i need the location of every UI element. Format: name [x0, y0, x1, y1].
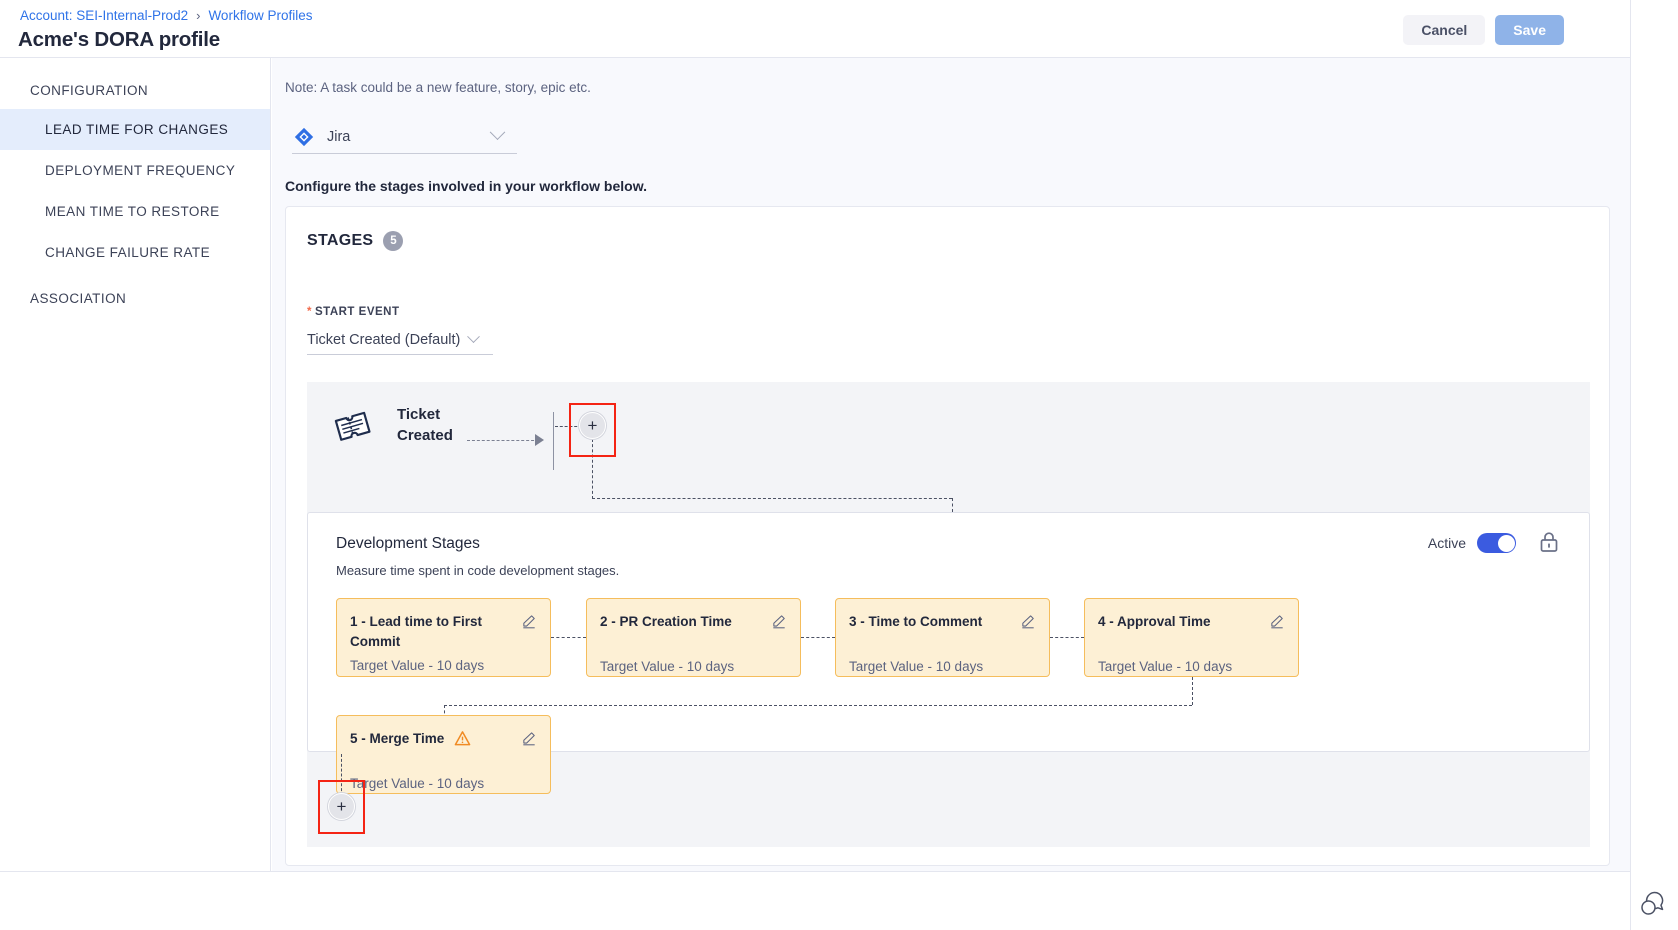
stage-connector-2-3: [801, 637, 835, 638]
start-node-label: Ticket Created: [397, 405, 471, 446]
flow-connector-h2: [592, 498, 952, 499]
stage-card-target: Target Value - 10 days: [1098, 658, 1233, 674]
stage-card[interactable]: 3 - Time to Comment Target Value - 10 da…: [835, 598, 1050, 677]
flow-connector-v1: [592, 439, 593, 499]
start-node-label-line2: Created: [397, 426, 453, 444]
stage-card-header: 4 - Approval Time: [1098, 612, 1284, 632]
flow-vertical-separator: [553, 412, 554, 470]
flow-arrow-line: [467, 440, 539, 442]
chat-support-icon[interactable]: [1638, 890, 1666, 916]
header-actions: Cancel Save: [1403, 15, 1564, 45]
start-event-select[interactable]: Ticket Created (Default): [307, 325, 493, 355]
stages-header: STAGES 5: [307, 231, 404, 251]
stage-card[interactable]: 5 - Merge Time Target Value -: [336, 715, 551, 794]
cancel-button[interactable]: Cancel: [1403, 15, 1486, 45]
warning-icon: [454, 731, 471, 746]
chevron-down-icon: [467, 330, 481, 344]
add-stage-button-bottom[interactable]: +: [328, 793, 355, 820]
add-stage-highlight-top[interactable]: [569, 403, 616, 457]
stages-card: STAGES 5 * START EVENT Ticket Created (De…: [285, 206, 1610, 866]
page-header: Account: SEI-Internal-Prod2 › Workflow P…: [0, 0, 1630, 58]
start-event-value: Ticket Created (Default): [307, 331, 461, 348]
stage-card-name: 1 - Lead time to First Commit: [350, 614, 483, 649]
lock-icon[interactable]: [1539, 531, 1559, 553]
development-stages-panel: Development Stages Measure time spent in…: [307, 512, 1590, 794]
stage-connector-3-4: [1050, 637, 1084, 638]
stage-card-target: Target Value - 10 days: [350, 775, 485, 791]
stage-card-name: 3 - Time to Comment: [849, 614, 983, 629]
main-content: Note: A task could be a new feature, sto…: [272, 58, 1630, 871]
development-stages-subtitle: Measure time spent in code development s…: [336, 563, 620, 578]
active-toggle-group: Active: [1428, 533, 1516, 553]
sidebar: CONFIGURATION LEAD TIME FOR CHANGES DEPL…: [0, 58, 271, 871]
breadcrumb: Account: SEI-Internal-Prod2 › Workflow P…: [20, 8, 312, 23]
breadcrumb-account-link[interactable]: Account: SEI-Internal-Prod2: [20, 8, 189, 23]
stage-card-header: 1 - Lead time to First Commit: [350, 612, 536, 651]
flow-connector-v2: [952, 498, 953, 512]
breadcrumb-workflow-profiles-link[interactable]: Workflow Profiles: [208, 8, 313, 23]
stage-card-target: Target Value - 10 days: [600, 658, 735, 674]
start-node-label-line1: Ticket: [397, 406, 441, 424]
stage-card-header: 3 - Time to Comment: [849, 612, 1035, 632]
stage-card[interactable]: 2 - PR Creation Time Target Value - 10 d…: [586, 598, 801, 677]
development-stages-title: Development Stages: [336, 535, 480, 552]
sidebar-item-label: MEAN TIME TO RESTORE: [45, 204, 220, 219]
stages-count-badge: 5: [383, 231, 404, 251]
edit-icon[interactable]: [522, 614, 536, 629]
integration-select[interactable]: Jira: [292, 120, 517, 154]
stage-card[interactable]: 1 - Lead time to First Commit Target Val…: [336, 598, 551, 677]
required-marker: *: [307, 306, 312, 318]
add-stage-button-top[interactable]: +: [579, 412, 606, 439]
flow-connector-h1: [555, 426, 582, 427]
breadcrumb-separator-icon: ›: [196, 8, 201, 23]
sidebar-item-label: DEPLOYMENT FREQUENCY: [45, 163, 236, 178]
sidebar-item-change-failure-rate[interactable]: CHANGE FAILURE RATE: [0, 232, 270, 273]
sidebar-item-label: CHANGE FAILURE RATE: [45, 245, 211, 260]
start-node-ticket-created[interactable]: Ticket Created: [332, 402, 471, 449]
sidebar-item-mean-time-to-restore[interactable]: MEAN TIME TO RESTORE: [0, 191, 270, 232]
stages-title: STAGES: [307, 232, 374, 249]
chevron-down-icon: [489, 124, 506, 141]
add-stage-highlight-bottom[interactable]: [318, 780, 365, 834]
start-event-label: * START EVENT: [307, 306, 400, 318]
sidebar-group-configuration: CONFIGURATION: [30, 83, 149, 98]
edit-icon[interactable]: [522, 731, 536, 746]
stage-wrap-connector-v1: [1192, 677, 1193, 705]
jira-icon: [294, 127, 314, 146]
sidebar-item-label: LEAD TIME FOR CHANGES: [45, 122, 229, 137]
edit-icon[interactable]: [772, 614, 786, 629]
stage-card-target: Target Value - 10 days: [849, 658, 984, 674]
active-toggle-knob: [1497, 534, 1515, 552]
stage-card-name: 5 - Merge Time: [350, 731, 445, 746]
stage-card-target: Target Value - 10 days: [350, 658, 485, 674]
page-title: Acme's DORA profile: [18, 28, 220, 51]
integration-label: Jira: [327, 128, 351, 145]
task-note-text: Note: A task could be a new feature, sto…: [285, 80, 591, 95]
active-toggle-label: Active: [1427, 535, 1466, 551]
sidebar-group-association[interactable]: ASSOCIATION: [30, 291, 127, 306]
edit-icon[interactable]: [1270, 614, 1284, 629]
stage-connector-1-2: [551, 637, 586, 638]
ticket-icon: [334, 411, 371, 441]
stage-wrap-connector-h: [444, 705, 1192, 706]
stage-wrap-connector-v2: [444, 705, 445, 724]
configure-stages-text: Configure the stages involved in your wo…: [285, 178, 647, 194]
stage-card[interactable]: 4 - Approval Time Target Value - 10 days: [1084, 598, 1299, 677]
flow-arrow-head-icon: [535, 434, 544, 446]
save-button[interactable]: Save: [1495, 15, 1564, 45]
start-event-label-text: START EVENT: [314, 306, 400, 318]
stage-card-name: 4 - Approval Time: [1098, 614, 1211, 629]
edit-icon[interactable]: [1021, 614, 1035, 629]
page-bottom-divider: [0, 871, 1630, 872]
flow-connector-bottom: [341, 754, 342, 796]
stage-card-name: 2 - PR Creation Time: [600, 614, 732, 629]
sidebar-item-lead-time-for-changes[interactable]: LEAD TIME FOR CHANGES: [0, 109, 270, 150]
workflow-canvas: Ticket Created + Development Stages Meas…: [307, 382, 1590, 847]
sidebar-item-deployment-frequency[interactable]: DEPLOYMENT FREQUENCY: [0, 150, 270, 191]
stage-card-header: 5 - Merge Time: [350, 729, 536, 749]
active-toggle[interactable]: [1477, 533, 1516, 553]
right-gutter: [1630, 0, 1678, 930]
stage-card-header: 2 - PR Creation Time: [600, 612, 786, 632]
